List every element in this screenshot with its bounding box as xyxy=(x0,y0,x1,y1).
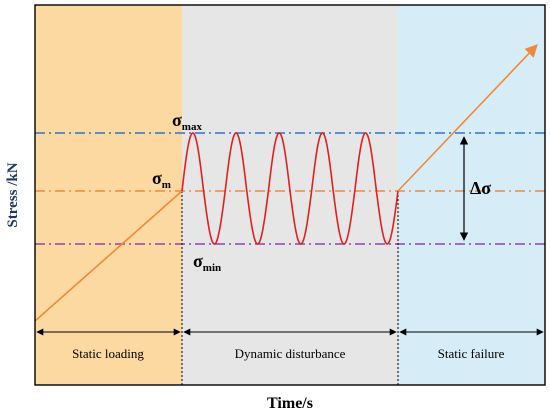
stage-region-static-failure xyxy=(398,5,545,385)
sigma-min-label: σmin xyxy=(193,251,221,274)
static-loading-ramp xyxy=(34,190,183,322)
dynamic-disturbance-sine-wave xyxy=(181,132,399,245)
plot-frame xyxy=(34,4,546,386)
sigma-m-label: σm xyxy=(152,168,171,191)
stage-label-dynamic-disturbance: Dynamic disturbance xyxy=(235,346,346,361)
static-failure-ramp xyxy=(397,44,538,192)
stage-region-static-loading xyxy=(35,5,182,385)
stage-label-static-failure: Static failure xyxy=(438,346,505,361)
x-axis-label: Time/s xyxy=(267,395,313,412)
y-axis-label: Stress /kN xyxy=(5,162,21,227)
stage-label-static-loading: Static loading xyxy=(72,346,144,361)
amplitude-label: Δσ xyxy=(470,178,491,198)
sigma-max-label: σmax xyxy=(172,110,202,133)
